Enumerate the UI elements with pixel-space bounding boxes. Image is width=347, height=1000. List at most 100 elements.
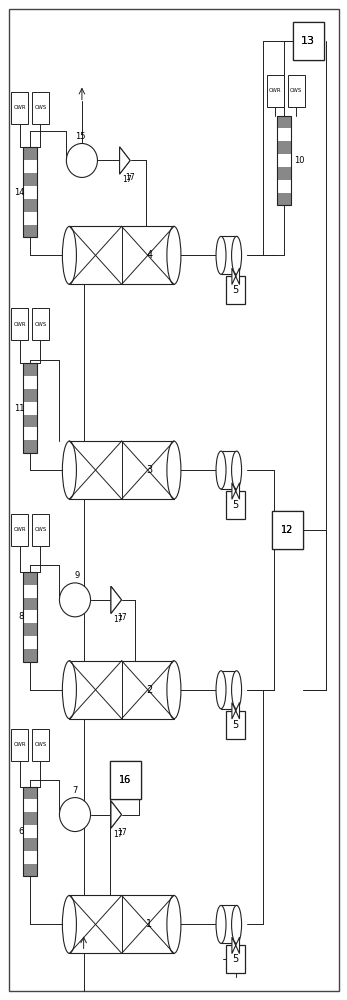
Text: 17: 17	[126, 173, 135, 182]
Bar	[23, 212, 37, 225]
Ellipse shape	[62, 441, 76, 499]
Bar	[226, 945, 245, 973]
Text: 4: 4	[146, 250, 152, 260]
Text: 2: 2	[146, 685, 152, 695]
Bar	[221, 671, 237, 709]
Ellipse shape	[62, 895, 76, 953]
Text: CWR: CWR	[14, 105, 26, 110]
Ellipse shape	[167, 226, 181, 284]
Text: 17: 17	[117, 828, 126, 837]
Text: 9: 9	[74, 571, 79, 580]
Text: 3: 3	[146, 465, 152, 475]
Bar	[23, 610, 37, 623]
Polygon shape	[111, 801, 121, 828]
Text: 15: 15	[75, 132, 85, 141]
Text: 8: 8	[19, 612, 24, 621]
Bar	[221, 236, 237, 274]
Polygon shape	[120, 147, 130, 174]
Bar	[23, 147, 37, 160]
Bar	[277, 116, 291, 205]
Bar	[277, 180, 291, 193]
Text: 13: 13	[301, 36, 315, 46]
Bar	[277, 116, 291, 128]
Ellipse shape	[216, 671, 226, 709]
Bar	[23, 649, 37, 662]
Text: 13: 13	[301, 36, 315, 46]
Text: 17: 17	[117, 613, 126, 622]
Bar	[11, 92, 28, 124]
Bar	[23, 812, 37, 825]
Bar	[11, 729, 28, 761]
Bar	[23, 186, 37, 199]
Bar	[23, 173, 37, 186]
Bar	[277, 141, 291, 154]
Bar	[226, 711, 245, 739]
Ellipse shape	[167, 661, 181, 719]
Text: 16: 16	[119, 775, 131, 785]
Ellipse shape	[231, 236, 242, 274]
Ellipse shape	[216, 236, 226, 274]
Bar	[23, 199, 37, 212]
Text: CWS: CWS	[34, 105, 46, 110]
Text: CWR: CWR	[269, 88, 282, 93]
Bar	[32, 729, 49, 761]
Bar	[293, 22, 324, 60]
Ellipse shape	[231, 905, 242, 943]
Bar	[110, 761, 141, 799]
Text: 16: 16	[119, 775, 131, 785]
Bar	[23, 147, 37, 237]
Bar	[11, 308, 28, 340]
Ellipse shape	[216, 451, 226, 489]
Text: 17: 17	[113, 830, 123, 839]
Bar	[23, 585, 37, 598]
Text: CWR: CWR	[14, 527, 26, 532]
Bar	[69, 661, 174, 719]
Bar	[23, 402, 37, 415]
Ellipse shape	[62, 661, 76, 719]
Bar	[23, 572, 37, 585]
Ellipse shape	[62, 226, 76, 284]
Bar	[23, 427, 37, 440]
Bar	[23, 389, 37, 402]
Bar	[221, 905, 237, 943]
Text: 17: 17	[122, 175, 132, 184]
Bar	[110, 761, 141, 799]
Bar	[23, 363, 37, 453]
Bar	[272, 511, 303, 549]
Bar	[23, 376, 37, 389]
Polygon shape	[232, 268, 239, 285]
Ellipse shape	[216, 905, 226, 943]
Text: 6: 6	[19, 827, 24, 836]
Bar	[226, 491, 245, 519]
Text: 5: 5	[232, 500, 239, 510]
Bar	[23, 598, 37, 610]
Bar	[32, 92, 49, 124]
Bar	[23, 440, 37, 453]
Bar	[272, 511, 303, 549]
Text: 5: 5	[232, 720, 239, 730]
Ellipse shape	[59, 798, 91, 832]
Bar	[226, 276, 245, 304]
Bar	[23, 572, 37, 662]
Bar	[277, 154, 291, 167]
Text: 12: 12	[281, 525, 294, 535]
Bar	[277, 167, 291, 180]
Ellipse shape	[231, 671, 242, 709]
Bar	[23, 160, 37, 173]
Bar	[69, 226, 174, 284]
Polygon shape	[111, 586, 121, 613]
Bar	[23, 864, 37, 876]
Text: 11: 11	[15, 404, 25, 413]
Bar	[23, 787, 37, 799]
Text: 14: 14	[15, 188, 25, 197]
Bar	[293, 22, 324, 60]
Bar	[32, 308, 49, 340]
Bar	[277, 193, 291, 205]
Bar	[23, 787, 37, 876]
Bar	[23, 415, 37, 427]
Bar	[23, 636, 37, 649]
Polygon shape	[111, 586, 121, 613]
Text: 12: 12	[281, 525, 294, 535]
Text: 10: 10	[294, 156, 304, 165]
Text: 7: 7	[72, 786, 78, 795]
